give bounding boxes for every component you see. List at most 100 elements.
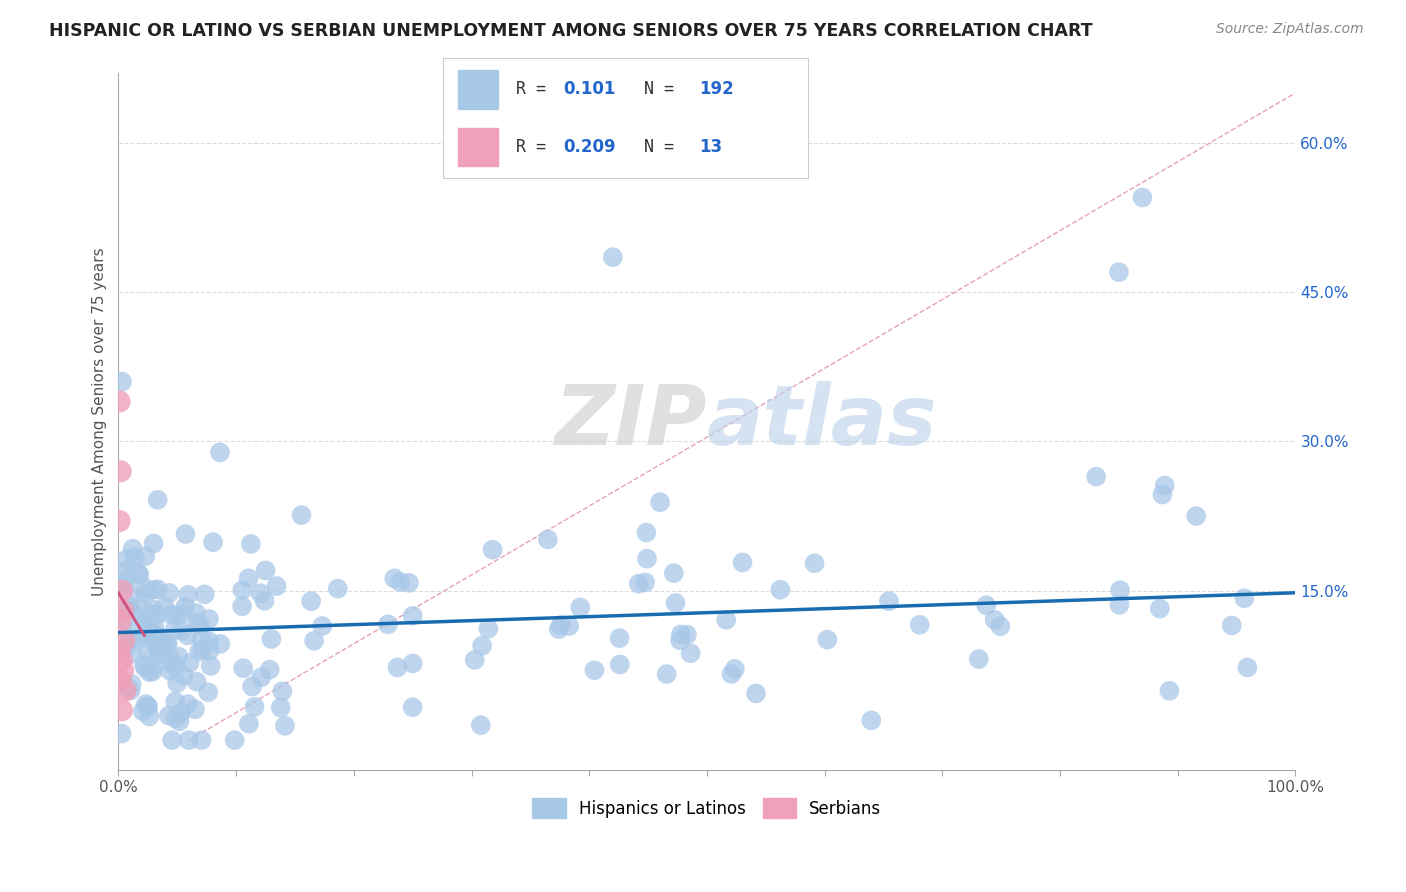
Point bbox=[112, 664, 135, 678]
Point bbox=[249, 586, 271, 600]
Point bbox=[224, 733, 246, 747]
Point bbox=[198, 643, 221, 657]
Point bbox=[125, 632, 148, 647]
Point bbox=[239, 537, 262, 551]
Point bbox=[550, 618, 572, 632]
Point bbox=[174, 527, 197, 541]
Point bbox=[259, 663, 281, 677]
Point bbox=[127, 621, 149, 635]
Point bbox=[198, 612, 221, 626]
Point bbox=[184, 702, 207, 716]
Point bbox=[387, 660, 409, 674]
Point bbox=[194, 587, 217, 601]
Point bbox=[1132, 190, 1154, 204]
Point bbox=[402, 608, 425, 623]
Point bbox=[110, 464, 132, 478]
Point bbox=[190, 632, 212, 647]
Point bbox=[1152, 487, 1174, 501]
Point bbox=[172, 607, 194, 621]
Point bbox=[136, 699, 159, 714]
Point bbox=[609, 631, 631, 645]
Point bbox=[138, 709, 160, 723]
Point bbox=[664, 596, 686, 610]
Point bbox=[128, 591, 150, 605]
Point bbox=[114, 564, 136, 578]
Point bbox=[122, 606, 145, 620]
Point bbox=[398, 575, 420, 590]
Point bbox=[243, 699, 266, 714]
Point bbox=[156, 636, 179, 650]
Text: Source: ZipAtlas.com: Source: ZipAtlas.com bbox=[1216, 22, 1364, 37]
Point bbox=[302, 633, 325, 648]
Point bbox=[231, 599, 253, 614]
Point bbox=[111, 653, 134, 667]
Point bbox=[1236, 660, 1258, 674]
Point bbox=[803, 557, 825, 571]
Point bbox=[166, 676, 188, 690]
Point bbox=[148, 645, 170, 659]
Text: atlas: atlas bbox=[707, 381, 938, 462]
Point bbox=[173, 669, 195, 683]
Point bbox=[402, 700, 425, 714]
Point bbox=[1109, 583, 1132, 598]
Point bbox=[110, 726, 132, 740]
Point bbox=[274, 719, 297, 733]
Point bbox=[583, 663, 606, 677]
Point bbox=[198, 634, 221, 648]
Point bbox=[146, 582, 169, 597]
Point bbox=[157, 586, 180, 600]
Point bbox=[132, 580, 155, 594]
Point bbox=[290, 508, 312, 522]
Text: 13: 13 bbox=[699, 138, 721, 156]
Point bbox=[745, 686, 768, 700]
Point bbox=[877, 594, 900, 608]
Point bbox=[1149, 601, 1171, 615]
Point bbox=[270, 700, 292, 714]
Point bbox=[669, 627, 692, 641]
Point bbox=[115, 680, 138, 694]
Text: 192: 192 bbox=[699, 80, 734, 98]
Point bbox=[153, 640, 176, 655]
Point bbox=[209, 637, 232, 651]
Point bbox=[177, 588, 200, 602]
Point bbox=[250, 670, 273, 684]
Point bbox=[114, 641, 136, 656]
Point bbox=[176, 628, 198, 642]
Point bbox=[208, 445, 231, 459]
Point bbox=[142, 536, 165, 550]
Point bbox=[634, 575, 657, 590]
Point bbox=[134, 549, 156, 563]
Point bbox=[187, 615, 209, 630]
Point bbox=[724, 662, 747, 676]
Point bbox=[197, 685, 219, 699]
Text: 0.101: 0.101 bbox=[564, 80, 616, 98]
Point bbox=[159, 607, 181, 622]
Point bbox=[1220, 618, 1243, 632]
Bar bbox=[457, 70, 498, 109]
Point bbox=[114, 580, 136, 594]
Point bbox=[716, 613, 738, 627]
Point bbox=[107, 647, 129, 661]
Point bbox=[153, 599, 176, 614]
Point bbox=[108, 643, 131, 657]
Point bbox=[266, 579, 288, 593]
Point bbox=[471, 639, 494, 653]
Point bbox=[1185, 509, 1208, 524]
Point bbox=[136, 646, 159, 660]
Point bbox=[464, 653, 486, 667]
Point bbox=[908, 617, 931, 632]
Point bbox=[111, 583, 134, 598]
Point bbox=[110, 614, 132, 628]
Point bbox=[299, 594, 322, 608]
Point bbox=[135, 697, 157, 711]
Point bbox=[170, 624, 193, 638]
Point bbox=[128, 567, 150, 582]
Point bbox=[146, 492, 169, 507]
Point bbox=[120, 599, 142, 614]
Point bbox=[124, 550, 146, 565]
Point bbox=[134, 660, 156, 674]
Point bbox=[121, 677, 143, 691]
Point bbox=[271, 684, 294, 698]
Point bbox=[676, 627, 699, 641]
Point bbox=[253, 594, 276, 608]
